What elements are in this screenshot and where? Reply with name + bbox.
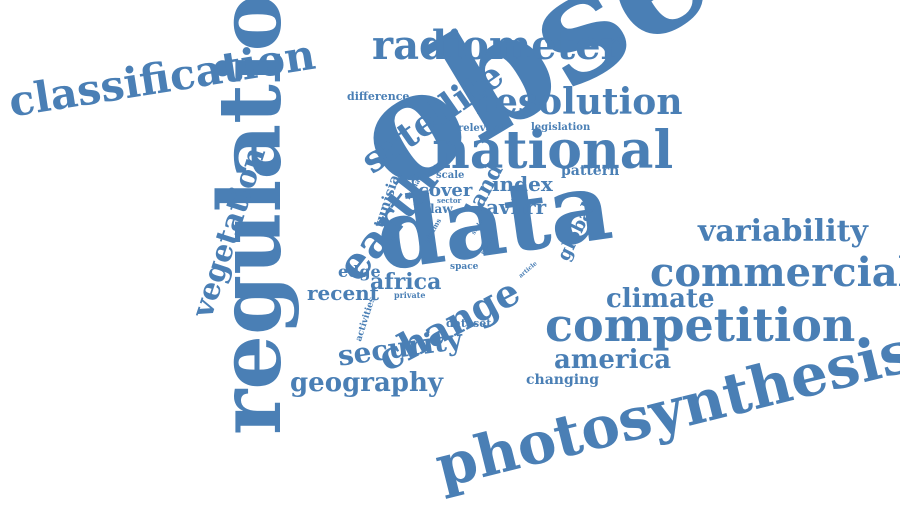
word-private: private	[394, 290, 426, 300]
word-relevant: relevant	[458, 123, 504, 134]
word-variability: variability	[698, 214, 868, 249]
word-pattern: pattern	[561, 163, 620, 179]
word-recent: recent	[307, 281, 379, 305]
word-commercial: commercial	[650, 249, 900, 296]
word-sector: sector	[437, 196, 462, 205]
word-geography: geography	[290, 368, 443, 398]
word-resolution: resolution	[476, 81, 683, 123]
word-climate: climate	[606, 284, 715, 314]
word-scale: scale	[436, 170, 465, 181]
word-space: space	[450, 262, 479, 272]
word-changing: changing	[526, 372, 600, 388]
word-cover: cover	[418, 180, 473, 201]
word-law: law	[430, 202, 453, 216]
word-edge: edge	[338, 262, 381, 281]
word-competition: competition	[545, 298, 856, 352]
word-difference: difference	[347, 90, 410, 103]
word-dataset: dataset	[446, 317, 492, 330]
word-america: america	[554, 345, 672, 375]
word-africa: africa	[370, 269, 442, 295]
word-radiometer: radiometer	[372, 22, 622, 69]
word-legislation: legislation	[531, 122, 591, 133]
word-index: index	[492, 172, 553, 196]
word-avhrr: avhrr	[486, 195, 547, 219]
word-national: national	[432, 120, 674, 181]
